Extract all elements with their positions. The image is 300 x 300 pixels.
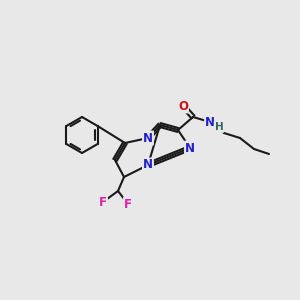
Text: N: N xyxy=(143,131,153,145)
Text: N: N xyxy=(205,116,215,128)
Text: O: O xyxy=(178,100,188,112)
Text: N: N xyxy=(185,142,195,154)
Text: F: F xyxy=(124,197,132,211)
Text: N: N xyxy=(143,158,153,172)
Text: F: F xyxy=(99,196,107,208)
Text: H: H xyxy=(214,122,224,132)
